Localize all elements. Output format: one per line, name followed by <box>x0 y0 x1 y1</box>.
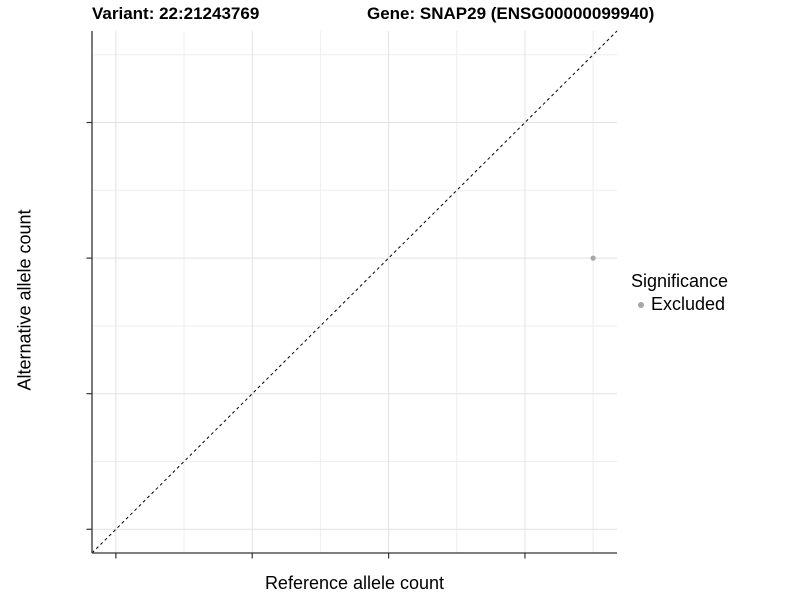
legend-key <box>631 295 651 315</box>
plot-panel: 02460246 <box>86 30 618 559</box>
excluded-point-icon <box>638 301 644 308</box>
x-axis-title: Reference allele count <box>264 573 445 593</box>
identity-line <box>91 30 618 554</box>
data-point <box>590 255 596 261</box>
gene-title: Gene: SNAP29 (ENSG00000099940) <box>367 4 655 23</box>
legend-item-excluded: Excluded <box>631 294 728 315</box>
legend: Significance Excluded <box>631 271 728 315</box>
y-axis-title: Alternative allele count <box>14 209 35 391</box>
legend-title: Significance <box>631 271 729 291</box>
variant-title: Variant: 22:21243769 <box>92 4 260 23</box>
legend-item-label: Excluded <box>651 294 726 314</box>
